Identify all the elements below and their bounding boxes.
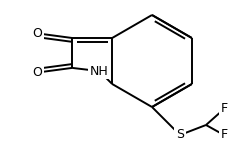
Text: O: O [33,66,43,79]
Text: F: F [219,129,227,141]
Text: S: S [175,129,183,141]
Text: NH: NH [90,65,108,78]
Text: F: F [219,102,227,116]
Text: O: O [33,27,43,40]
